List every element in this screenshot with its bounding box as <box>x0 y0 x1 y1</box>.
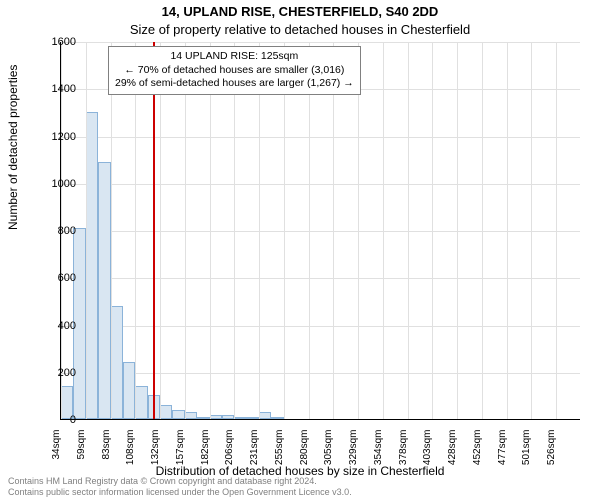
xtick-label: 477sqm <box>497 430 508 476</box>
chart-title: Size of property relative to detached ho… <box>0 22 600 37</box>
bar <box>247 417 259 419</box>
gridline-v <box>160 42 161 419</box>
annotation-box: 14 UPLAND RISE: 125sqm ← 70% of detached… <box>108 46 361 95</box>
gridline-v <box>259 42 260 419</box>
gridline-v <box>309 42 310 419</box>
gridline-v <box>482 42 483 419</box>
xtick-label: 378sqm <box>398 430 409 476</box>
bar <box>234 417 246 419</box>
xtick-label: 157sqm <box>175 430 186 476</box>
ytick-label: 1200 <box>36 131 76 143</box>
gridline-v <box>185 42 186 419</box>
xtick-label: 354sqm <box>373 430 384 476</box>
xtick-label: 526sqm <box>546 430 557 476</box>
gridline-v <box>457 42 458 419</box>
xtick-label: 280sqm <box>299 430 310 476</box>
gridline-h <box>61 184 580 185</box>
ytick-label: 1000 <box>36 178 76 190</box>
gridline-h <box>61 42 580 43</box>
gridline-v <box>234 42 235 419</box>
gridline-v <box>135 42 136 419</box>
bar <box>259 412 271 419</box>
bar <box>172 410 184 419</box>
gridline-v <box>86 42 87 419</box>
annotation-line1: 14 UPLAND RISE: 125sqm <box>115 50 354 64</box>
xtick-label: 83sqm <box>101 430 112 476</box>
bar <box>271 417 283 419</box>
annotation-line2: ← 70% of detached houses are smaller (3,… <box>115 64 354 78</box>
xtick-label: 182sqm <box>200 430 211 476</box>
gridline-v <box>210 42 211 419</box>
ytick-label: 1400 <box>36 83 76 95</box>
bar <box>185 412 197 419</box>
footer-line2: Contains public sector information licen… <box>8 487 352 498</box>
bar <box>160 405 172 419</box>
gridline-h <box>61 137 580 138</box>
xtick-label: 428sqm <box>447 430 458 476</box>
ytick-label: 800 <box>36 225 76 237</box>
ytick-label: 600 <box>36 272 76 284</box>
ytick-label: 200 <box>36 367 76 379</box>
gridline-v <box>383 42 384 419</box>
bar <box>123 362 135 419</box>
ytick-label: 0 <box>36 414 76 426</box>
plot-area <box>60 42 580 420</box>
xtick-label: 108sqm <box>125 430 136 476</box>
bar <box>111 306 123 419</box>
xtick-label: 329sqm <box>348 430 359 476</box>
xtick-label: 132sqm <box>150 430 161 476</box>
gridline-h <box>61 373 580 374</box>
gridline-v <box>408 42 409 419</box>
bar <box>135 386 147 419</box>
annotation-line3: 29% of semi-detached houses are larger (… <box>115 77 354 91</box>
gridline-h <box>61 326 580 327</box>
ytick-label: 400 <box>36 320 76 332</box>
footer-attribution: Contains HM Land Registry data © Crown c… <box>8 476 352 498</box>
gridline-v <box>432 42 433 419</box>
bar <box>98 162 110 420</box>
bar <box>210 415 222 419</box>
xtick-label: 305sqm <box>323 430 334 476</box>
bar <box>86 112 98 419</box>
bar <box>197 417 209 419</box>
xtick-label: 59sqm <box>76 430 87 476</box>
gridline-v <box>531 42 532 419</box>
bar <box>222 415 234 419</box>
xtick-label: 403sqm <box>422 430 433 476</box>
gridline-v <box>284 42 285 419</box>
xtick-label: 206sqm <box>224 430 235 476</box>
gridline-v <box>111 42 112 419</box>
ytick-label: 1600 <box>36 36 76 48</box>
xtick-label: 255sqm <box>274 430 285 476</box>
marker-line <box>153 42 155 419</box>
gridline-h <box>61 231 580 232</box>
xtick-label: 34sqm <box>51 430 62 476</box>
gridline-v <box>507 42 508 419</box>
footer-line1: Contains HM Land Registry data © Crown c… <box>8 476 352 487</box>
xtick-label: 452sqm <box>472 430 483 476</box>
xtick-label: 501sqm <box>521 430 532 476</box>
xtick-label: 231sqm <box>249 430 260 476</box>
gridline-v <box>333 42 334 419</box>
chart-suptitle: 14, UPLAND RISE, CHESTERFIELD, S40 2DD <box>0 4 600 19</box>
y-axis-label: Number of detached properties <box>6 65 20 230</box>
gridline-v <box>556 42 557 419</box>
chart-container: { "suptitle": "14, UPLAND RISE, CHESTERF… <box>0 0 600 500</box>
gridline-v <box>358 42 359 419</box>
gridline-h <box>61 278 580 279</box>
